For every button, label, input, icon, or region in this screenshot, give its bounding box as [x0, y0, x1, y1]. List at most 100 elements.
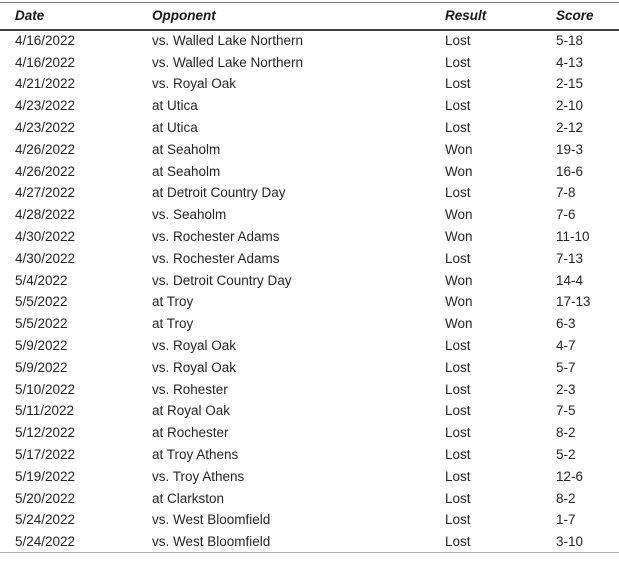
cell-result: Lost — [445, 468, 471, 484]
cell-score: 19-3 — [556, 141, 584, 157]
table-row: 5/19/2022 vs. Troy Athens Lost 12-6 — [0, 465, 619, 487]
cell-opponent: vs. Walled Lake Northern — [152, 33, 304, 49]
table-row: 5/5/2022 at Troy Won 17-13 — [0, 291, 619, 313]
cell-score: 11-10 — [556, 229, 590, 245]
cell-result: Won — [445, 163, 473, 179]
cell-date: 5/12/2022 — [15, 425, 76, 441]
table-row: 5/9/2022 vs. Royal Oak Lost 5-7 — [0, 356, 619, 378]
table-row: 5/20/2022 at Clarkston Lost 8-2 — [0, 487, 619, 509]
cell-opponent: at Utica — [152, 120, 198, 136]
cell-date: 5/9/2022 — [15, 359, 68, 375]
cell-result: Lost — [445, 359, 471, 375]
cell-opponent: at Seaholm — [152, 163, 221, 179]
cell-opponent: at Detroit Country Day — [152, 185, 286, 201]
cell-date: 5/24/2022 — [15, 533, 76, 549]
cell-date: 4/30/2022 — [15, 229, 76, 245]
table-row: 5/10/2022 vs. Rohester Lost 2-3 — [0, 378, 619, 400]
header-row: Date Opponent Result Score — [0, 2, 619, 30]
cell-result: Won — [445, 272, 473, 288]
cell-date: 5/19/2022 — [15, 468, 76, 484]
cell-result: Lost — [445, 185, 471, 201]
cell-opponent: vs. Troy Athens — [152, 468, 245, 484]
cell-score: 6-3 — [556, 316, 576, 332]
cell-opponent: vs. Rochester Adams — [152, 229, 280, 245]
table-row: 5/11/2022 at Royal Oak Lost 7-5 — [0, 400, 619, 422]
cell-opponent: vs. Walled Lake Northern — [152, 54, 304, 70]
cell-opponent: at Clarkston — [152, 490, 225, 506]
cell-result: Lost — [445, 533, 471, 549]
cell-date: 4/23/2022 — [15, 98, 76, 114]
table-row: 5/5/2022 at Troy Won 6-3 — [0, 313, 619, 335]
cell-score: 5-2 — [556, 447, 576, 463]
cell-opponent: vs. Rochester Adams — [152, 250, 280, 266]
cell-result: Lost — [445, 98, 471, 114]
table-row: 4/27/2022 at Detroit Country Day Lost 7-… — [0, 182, 619, 204]
table-body: 4/16/2022 vs. Walled Lake Northern Lost … — [0, 30, 619, 553]
cell-date: 4/21/2022 — [15, 76, 76, 92]
cell-result: Won — [445, 229, 473, 245]
cell-result: Lost — [445, 425, 471, 441]
table-row: 5/9/2022 vs. Royal Oak Lost 4-7 — [0, 335, 619, 357]
cell-score: 7-5 — [556, 403, 576, 419]
cell-score: 4-7 — [556, 338, 576, 354]
cell-result: Lost — [445, 33, 471, 49]
table-row: 5/12/2022 at Rochester Lost 8-2 — [0, 422, 619, 444]
cell-date: 4/16/2022 — [15, 33, 76, 49]
cell-score: 14-4 — [556, 272, 584, 288]
table-row: 5/17/2022 at Troy Athens Lost 5-2 — [0, 444, 619, 466]
column-header-score: Score — [556, 8, 594, 24]
cell-result: Lost — [445, 490, 471, 506]
cell-date: 5/20/2022 — [15, 490, 76, 506]
table-row: 4/23/2022 at Utica Lost 2-10 — [0, 95, 619, 117]
cell-score: 2-3 — [556, 381, 576, 397]
cell-result: Lost — [445, 403, 471, 419]
cell-result: Lost — [445, 54, 471, 70]
cell-date: 5/10/2022 — [15, 381, 76, 397]
table-row: 4/21/2022 vs. Royal Oak Lost 2-15 — [0, 73, 619, 95]
cell-date: 5/17/2022 — [15, 447, 76, 463]
cell-score: 12-6 — [556, 468, 584, 484]
cell-opponent: at Rochester — [152, 425, 229, 441]
cell-result: Won — [445, 207, 473, 223]
table-row: 4/26/2022 at Seaholm Won 16-6 — [0, 160, 619, 182]
cell-score: 8-2 — [556, 425, 576, 441]
table-row: 4/16/2022 vs. Walled Lake Northern Lost … — [0, 30, 619, 52]
table-row: 5/24/2022 vs. West Bloomfield Lost 1-7 — [0, 509, 619, 531]
cell-score: 7-13 — [556, 250, 584, 266]
column-header-result: Result — [445, 8, 487, 24]
cell-opponent: vs. Royal Oak — [152, 338, 237, 354]
cell-opponent: vs. Royal Oak — [152, 76, 237, 92]
cell-opponent: at Troy Athens — [152, 447, 239, 463]
cell-score: 4-13 — [556, 54, 584, 70]
cell-result: Lost — [445, 76, 471, 92]
cell-score: 16-6 — [556, 163, 584, 179]
cell-score: 17-13 — [556, 294, 591, 310]
cell-result: Lost — [445, 120, 471, 136]
cell-opponent: at Troy — [152, 294, 194, 310]
cell-result: Lost — [445, 447, 471, 463]
game-results-table: Date Opponent Result Score 4/16/2022 vs.… — [0, 2, 619, 553]
cell-date: 4/16/2022 — [15, 54, 76, 70]
table-row: 4/30/2022 vs. Rochester Adams Won 11-10 — [0, 226, 619, 248]
table-row: 4/30/2022 vs. Rochester Adams Lost 7-13 — [0, 247, 619, 269]
cell-score: 3-10 — [556, 533, 584, 549]
column-header-opponent: Opponent — [152, 8, 216, 24]
cell-date: 4/26/2022 — [15, 141, 76, 157]
cell-opponent: at Troy — [152, 316, 194, 332]
cell-opponent: vs. Rohester — [152, 381, 228, 397]
cell-date: 4/28/2022 — [15, 207, 76, 223]
cell-date: 5/11/2022 — [15, 403, 75, 419]
cell-result: Lost — [445, 338, 471, 354]
cell-result: Won — [445, 316, 473, 332]
cell-opponent: at Utica — [152, 98, 198, 114]
cell-score: 5-18 — [556, 33, 584, 49]
cell-opponent: at Seaholm — [152, 141, 221, 157]
cell-date: 5/4/2022 — [15, 272, 68, 288]
cell-score: 2-15 — [556, 76, 584, 92]
table-row: 4/16/2022 vs. Walled Lake Northern Lost … — [0, 51, 619, 73]
cell-date: 4/27/2022 — [15, 185, 76, 201]
cell-date: 5/24/2022 — [15, 512, 76, 528]
cell-opponent: vs. West Bloomfield — [152, 512, 271, 528]
cell-opponent: vs. West Bloomfield — [152, 533, 271, 549]
table-header: Date Opponent Result Score — [0, 2, 619, 30]
